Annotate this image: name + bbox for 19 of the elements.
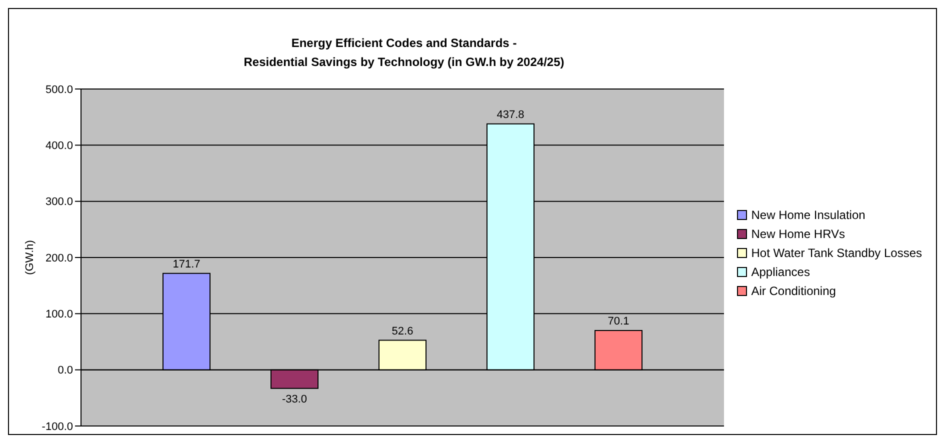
data-label: 171.7	[172, 258, 200, 270]
y-axis-title: (GW.h)	[24, 240, 36, 275]
data-label: 437.8	[496, 108, 524, 121]
chart-title: Energy Efficient Codes and Standards - Residential Savings by Technology (in GW.h by 2024/25)	[242, 35, 566, 71]
y-tick-label: 500.0	[45, 84, 73, 96]
y-tick-label: 100.0	[45, 308, 73, 321]
legend-label: Appliances	[751, 264, 810, 278]
legend-label: New Home Insulation	[751, 208, 866, 222]
data-label: 70.1	[608, 315, 630, 328]
y-tick-label: -100.0	[42, 420, 73, 433]
y-tick-label: 0.0	[58, 364, 73, 377]
y-tick-label: 200.0	[45, 252, 73, 264]
y-tick-label: 400.0	[45, 140, 73, 152]
legend-label: Air Conditioning	[751, 284, 836, 298]
legend-label: New Home HRVs	[751, 226, 846, 240]
legend-label: Hot Water Tank Standby Losses	[751, 246, 922, 260]
data-label: 52.6	[392, 325, 414, 338]
y-tick-label: 300.0	[45, 196, 73, 208]
data-label: -33.0	[282, 393, 308, 406]
